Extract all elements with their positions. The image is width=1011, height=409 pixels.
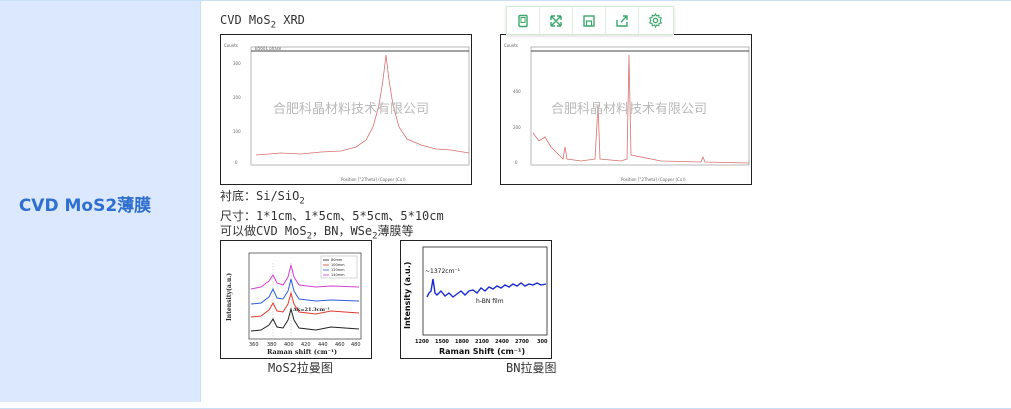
svg-text:300: 300 (537, 339, 548, 345)
mos2-raman-chart: Intensity(a.u.) Raman shift (cm⁻¹) 360 3… (220, 240, 372, 359)
svg-text:300: 300 (233, 61, 241, 66)
bn-peak-label: ~1372cm⁻¹ (425, 268, 461, 275)
svg-text:360: 360 (249, 342, 259, 348)
row-label: CVD MoS2薄膜 (18, 196, 152, 216)
mos2-xlabel: Raman shift (cm⁻¹) (267, 348, 337, 356)
content-cell: CVD MoS2 XRD Counts B5601 phase 300 200 … (200, 1, 1011, 402)
svg-text:Counts: Counts (504, 43, 518, 48)
share-button[interactable] (606, 7, 639, 34)
xrd-chart-left: Counts B5601 phase 300 200 100 0 Positio… (220, 34, 472, 185)
svg-text:140mm: 140mm (331, 273, 345, 277)
save-button[interactable] (573, 7, 606, 34)
svg-text:120mm: 120mm (331, 268, 345, 272)
svg-text:1200: 1200 (415, 339, 429, 345)
svg-text:Position [°2Theta] (Copper (Cu: Position [°2Theta] (Copper (Cu)) (621, 177, 686, 182)
svg-text:2100: 2100 (475, 339, 489, 345)
copy-icon (518, 14, 528, 27)
mos2-ylabel: Intensity(a.u.) (226, 273, 233, 321)
mos2-raman-plot: Intensity(a.u.) Raman shift (cm⁻¹) 360 3… (226, 252, 362, 356)
svg-text:2700: 2700 (515, 339, 529, 345)
svg-text:100: 100 (233, 129, 241, 134)
image-toolbar (506, 6, 674, 35)
xrd-right-plot: Counts 400 200 0 Position [°2Theta] (Cop… (504, 43, 750, 182)
svg-text:2400: 2400 (495, 339, 509, 345)
svg-text:200: 200 (513, 125, 521, 130)
copy-button[interactable] (507, 7, 540, 34)
bn-film-label: h-BN film (476, 298, 504, 305)
svg-text:100mm: 100mm (331, 263, 345, 267)
svg-text:480: 480 (351, 342, 361, 348)
film-types-text: 可以做CVD MoS2，BN，WSe2薄膜等 (220, 224, 414, 242)
bn-ylabel: Intensity (a.u.) (403, 262, 412, 329)
svg-text:380: 380 (267, 342, 277, 348)
expand-icon (550, 14, 562, 27)
svg-text:B5601 phase: B5601 phase (255, 46, 282, 51)
svg-text:0: 0 (515, 160, 518, 165)
substrate-text: 衬底：Si/SiO2 (220, 189, 305, 207)
svg-text:80mm: 80mm (331, 258, 343, 262)
svg-text:420: 420 (301, 342, 311, 348)
row-label-cell: CVD MoS2薄膜 (0, 1, 201, 402)
svg-text:1500: 1500 (435, 339, 449, 345)
svg-text:440: 440 (318, 342, 328, 348)
watermark-right: 合肥科晶材料技术有限公司 (551, 102, 708, 117)
settings-button[interactable] (639, 7, 672, 34)
svg-text:1800: 1800 (455, 339, 469, 345)
svg-text:400: 400 (513, 89, 521, 94)
settings-icon (648, 13, 663, 28)
xrd-left-plot: Counts B5601 phase 300 200 100 0 Positio… (224, 43, 470, 182)
svg-text:Position [°2Theta] (Copper (Cu: Position [°2Theta] (Copper (Cu)) (341, 177, 406, 182)
xrd-heading: CVD MoS2 XRD (220, 13, 305, 31)
svg-text:Counts: Counts (224, 43, 238, 48)
bn-xlabel: Raman Shift (cm⁻¹) (439, 347, 525, 356)
mos2-annotation: Δk=21.3cm⁻¹ (293, 307, 330, 313)
svg-text:400: 400 (284, 342, 294, 348)
svg-text:460: 460 (335, 342, 345, 348)
save-icon (583, 14, 595, 27)
svg-text:0: 0 (235, 160, 238, 165)
watermark-left: 合肥科晶材料技术有限公司 (273, 102, 430, 117)
sizes-text: 尺寸：1*1cm、1*5cm、5*5cm、5*10cm (220, 209, 444, 223)
mos2-caption: MoS2拉曼图 (268, 361, 333, 375)
bn-raman-plot: Intensity (a.u.) Raman Shift (cm⁻¹) 1200… (403, 246, 548, 356)
xrd-chart-right: Counts 400 200 0 Position [°2Theta] (Cop… (500, 34, 752, 185)
bn-raman-chart: Intensity (a.u.) Raman Shift (cm⁻¹) 1200… (400, 240, 552, 359)
bn-caption: BN拉曼图 (506, 361, 557, 375)
svg-text:200: 200 (233, 95, 241, 100)
share-icon (616, 14, 628, 27)
expand-button[interactable] (540, 7, 573, 34)
